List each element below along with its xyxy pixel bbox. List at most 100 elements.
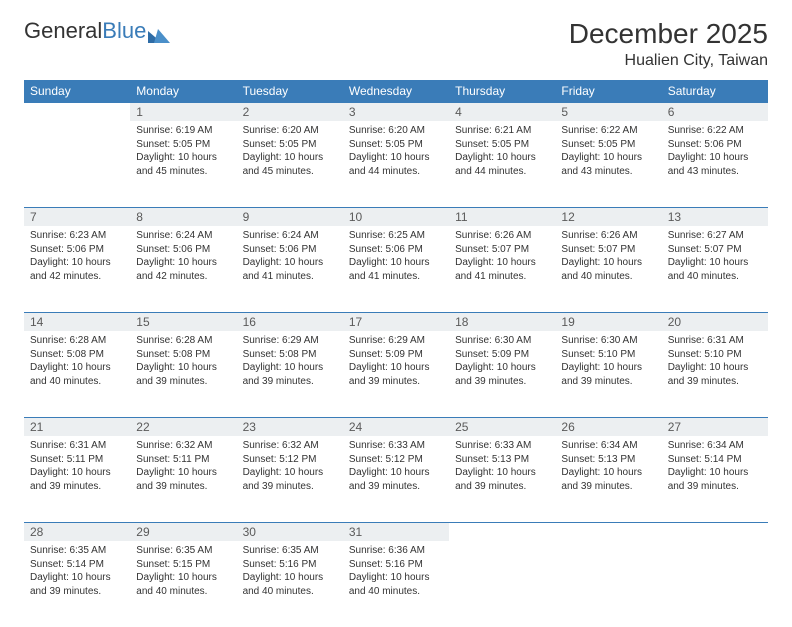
day-number-cell: 7 [24, 207, 130, 226]
daylight-text: Daylight: 10 hours and 39 minutes. [668, 361, 762, 388]
daylight-text: Daylight: 10 hours and 41 minutes. [349, 256, 443, 283]
day-cell: Sunrise: 6:22 AMSunset: 5:05 PMDaylight:… [555, 121, 661, 207]
sunset-text: Sunset: 5:08 PM [243, 348, 337, 362]
daynum-row: 78910111213 [24, 207, 768, 226]
daylight-text: Daylight: 10 hours and 45 minutes. [136, 151, 230, 178]
calendar-table: Sunday Monday Tuesday Wednesday Thursday… [24, 80, 768, 627]
day-number: 23 [237, 417, 343, 436]
day-number-cell [555, 522, 661, 541]
day-number-cell: 18 [449, 312, 555, 331]
day-header-row: Sunday Monday Tuesday Wednesday Thursday… [24, 80, 768, 102]
daylight-text: Daylight: 10 hours and 39 minutes. [455, 361, 549, 388]
daylight-text: Daylight: 10 hours and 45 minutes. [243, 151, 337, 178]
sunrise-text: Sunrise: 6:35 AM [136, 544, 230, 558]
day-body: Sunrise: 6:27 AMSunset: 5:07 PMDaylight:… [662, 226, 768, 289]
sunset-text: Sunset: 5:06 PM [30, 243, 124, 257]
sunset-text: Sunset: 5:14 PM [668, 453, 762, 467]
sunrise-text: Sunrise: 6:24 AM [136, 229, 230, 243]
day-number: 3 [343, 102, 449, 121]
day-cell: Sunrise: 6:30 AMSunset: 5:10 PMDaylight:… [555, 331, 661, 417]
sunset-text: Sunset: 5:11 PM [30, 453, 124, 467]
daylight-text: Daylight: 10 hours and 39 minutes. [455, 466, 549, 493]
day-number-cell: 29 [130, 522, 236, 541]
day-number-cell: 10 [343, 207, 449, 226]
day-number [449, 522, 555, 541]
day-number: 7 [24, 207, 130, 226]
logo-triangle-icon [148, 23, 170, 39]
page-header: GeneralBlue December 2025 Hualien City, … [24, 18, 768, 70]
day-body [449, 541, 555, 550]
day-body [24, 121, 130, 130]
sunrise-text: Sunrise: 6:30 AM [455, 334, 549, 348]
day-number: 4 [449, 102, 555, 121]
day-number: 22 [130, 417, 236, 436]
sunrise-text: Sunrise: 6:35 AM [30, 544, 124, 558]
day-body: Sunrise: 6:20 AMSunset: 5:05 PMDaylight:… [343, 121, 449, 184]
day-number-cell: 11 [449, 207, 555, 226]
day-cell [24, 121, 130, 207]
day-cell: Sunrise: 6:33 AMSunset: 5:12 PMDaylight:… [343, 436, 449, 522]
day-cell: Sunrise: 6:19 AMSunset: 5:05 PMDaylight:… [130, 121, 236, 207]
day-body: Sunrise: 6:21 AMSunset: 5:05 PMDaylight:… [449, 121, 555, 184]
day-body: Sunrise: 6:25 AMSunset: 5:06 PMDaylight:… [343, 226, 449, 289]
day-number: 16 [237, 312, 343, 331]
day-body: Sunrise: 6:31 AMSunset: 5:11 PMDaylight:… [24, 436, 130, 499]
day-header: Thursday [449, 80, 555, 102]
day-cell [449, 541, 555, 627]
sunset-text: Sunset: 5:13 PM [561, 453, 655, 467]
sunset-text: Sunset: 5:08 PM [136, 348, 230, 362]
day-cell: Sunrise: 6:35 AMSunset: 5:16 PMDaylight:… [237, 541, 343, 627]
sunset-text: Sunset: 5:05 PM [455, 138, 549, 152]
sunrise-text: Sunrise: 6:28 AM [136, 334, 230, 348]
sunrise-text: Sunrise: 6:34 AM [668, 439, 762, 453]
sunset-text: Sunset: 5:12 PM [349, 453, 443, 467]
day-number: 25 [449, 417, 555, 436]
day-number-cell: 1 [130, 102, 236, 121]
sunset-text: Sunset: 5:08 PM [30, 348, 124, 362]
day-cell: Sunrise: 6:20 AMSunset: 5:05 PMDaylight:… [237, 121, 343, 207]
day-cell: Sunrise: 6:26 AMSunset: 5:07 PMDaylight:… [555, 226, 661, 312]
daylight-text: Daylight: 10 hours and 39 minutes. [136, 466, 230, 493]
sunset-text: Sunset: 5:14 PM [30, 558, 124, 572]
day-number-cell: 27 [662, 417, 768, 436]
day-number-cell: 22 [130, 417, 236, 436]
week-row: Sunrise: 6:19 AMSunset: 5:05 PMDaylight:… [24, 121, 768, 207]
day-number: 11 [449, 207, 555, 226]
daylight-text: Daylight: 10 hours and 39 minutes. [243, 466, 337, 493]
sunrise-text: Sunrise: 6:29 AM [349, 334, 443, 348]
daylight-text: Daylight: 10 hours and 44 minutes. [455, 151, 549, 178]
sunset-text: Sunset: 5:11 PM [136, 453, 230, 467]
day-number-cell: 26 [555, 417, 661, 436]
day-number-cell: 19 [555, 312, 661, 331]
day-number-cell: 17 [343, 312, 449, 331]
sunrise-text: Sunrise: 6:26 AM [455, 229, 549, 243]
daylight-text: Daylight: 10 hours and 39 minutes. [561, 361, 655, 388]
day-body: Sunrise: 6:22 AMSunset: 5:05 PMDaylight:… [555, 121, 661, 184]
daylight-text: Daylight: 10 hours and 39 minutes. [30, 571, 124, 598]
day-number: 28 [24, 522, 130, 541]
day-body: Sunrise: 6:26 AMSunset: 5:07 PMDaylight:… [449, 226, 555, 289]
day-number: 31 [343, 522, 449, 541]
day-header: Wednesday [343, 80, 449, 102]
day-header: Saturday [662, 80, 768, 102]
sunset-text: Sunset: 5:05 PM [349, 138, 443, 152]
month-title: December 2025 [569, 18, 768, 50]
day-number-cell: 3 [343, 102, 449, 121]
day-number-cell: 30 [237, 522, 343, 541]
day-number-cell: 15 [130, 312, 236, 331]
day-number: 2 [237, 102, 343, 121]
day-number-cell: 6 [662, 102, 768, 121]
day-body: Sunrise: 6:32 AMSunset: 5:11 PMDaylight:… [130, 436, 236, 499]
daylight-text: Daylight: 10 hours and 44 minutes. [349, 151, 443, 178]
day-body: Sunrise: 6:23 AMSunset: 5:06 PMDaylight:… [24, 226, 130, 289]
location-label: Hualien City, Taiwan [569, 52, 768, 70]
daylight-text: Daylight: 10 hours and 39 minutes. [349, 361, 443, 388]
day-cell: Sunrise: 6:24 AMSunset: 5:06 PMDaylight:… [130, 226, 236, 312]
day-body: Sunrise: 6:35 AMSunset: 5:16 PMDaylight:… [237, 541, 343, 604]
day-number-cell [662, 522, 768, 541]
day-number: 15 [130, 312, 236, 331]
daynum-row: 28293031 [24, 522, 768, 541]
sunrise-text: Sunrise: 6:31 AM [30, 439, 124, 453]
day-body: Sunrise: 6:33 AMSunset: 5:13 PMDaylight:… [449, 436, 555, 499]
day-cell: Sunrise: 6:29 AMSunset: 5:08 PMDaylight:… [237, 331, 343, 417]
